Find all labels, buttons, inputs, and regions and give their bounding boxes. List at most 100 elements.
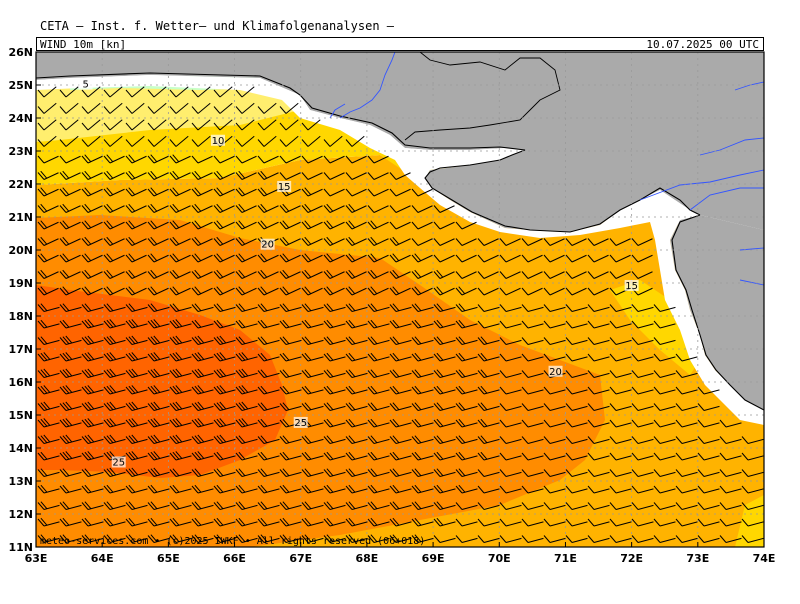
- wind-barb: [59, 385, 82, 395]
- wind-barb: [301, 385, 324, 395]
- wind-barb: [389, 319, 412, 329]
- wind-barb: [59, 335, 82, 345]
- wind-barb: [499, 403, 522, 411]
- wind-barb: [719, 469, 742, 477]
- wind-barb: [433, 435, 456, 444]
- lat-tick-label: 23N: [8, 145, 33, 158]
- wind-barb: [257, 135, 277, 147]
- wind-barb: [587, 353, 610, 362]
- wind-barb: [697, 502, 720, 510]
- wind-barb: [235, 418, 258, 428]
- wind-barb: [389, 468, 412, 477]
- contour-labels: 5 10 15 20 15 20 25 25: [78, 78, 639, 469]
- wind-barb: [103, 352, 126, 362]
- wind-barb: [125, 335, 148, 345]
- wind-barb: [257, 435, 280, 444]
- wind-barb: [455, 303, 478, 312]
- wind-barb: [411, 205, 433, 213]
- wind-barb: [103, 187, 125, 197]
- wind-barb: [499, 485, 522, 494]
- wind-barb: [103, 269, 125, 279]
- wind-barb: [477, 418, 500, 428]
- wind-barb: [367, 155, 389, 164]
- wind-barb: [279, 203, 301, 213]
- wind-barb: [389, 336, 412, 345]
- wind-barb: [697, 436, 720, 444]
- wind-barb: [235, 135, 255, 147]
- wind-barb: [125, 319, 148, 329]
- wind-barb: [147, 385, 170, 395]
- wind-barb: [411, 402, 434, 411]
- wind-barb: [235, 220, 257, 230]
- wind-barb: [499, 353, 522, 362]
- wind-barb: [653, 518, 676, 527]
- wind-barb: [191, 135, 211, 147]
- wind-barb: [521, 254, 543, 263]
- lon-tick-label: 72E: [620, 552, 643, 565]
- wind-barb: [455, 385, 478, 395]
- product-label: WIND_10m_[kn]: [40, 38, 127, 51]
- wind-barb: [587, 436, 610, 444]
- wind-barb: [235, 286, 257, 296]
- wind-barb: [367, 286, 389, 296]
- wind-barb: [323, 172, 345, 180]
- wind-barb: [191, 335, 214, 345]
- wind-barb: [59, 203, 81, 213]
- wind-barb: [345, 336, 368, 345]
- wind-barb: [521, 337, 544, 345]
- wind-barb: [631, 254, 653, 263]
- wind-barb: [147, 203, 169, 213]
- wind-barb: [565, 287, 587, 296]
- wind-barb: [301, 402, 324, 411]
- river-narmada: [639, 169, 764, 201]
- wind-barb: [213, 501, 236, 510]
- wind-barb: [455, 286, 477, 296]
- wind-barb: [81, 352, 104, 362]
- wind-barb: [301, 172, 323, 180]
- wind-barb: [257, 418, 280, 428]
- wind-barb: [125, 203, 147, 213]
- wind-barb: [367, 402, 390, 411]
- contour-label-bg: [624, 279, 639, 291]
- wind-barb: [257, 517, 280, 527]
- wind-barb: [213, 286, 235, 296]
- wind-barb: [59, 501, 82, 510]
- wind-barb: [411, 352, 434, 362]
- wind-barb: [565, 254, 587, 263]
- wind-barb: [367, 205, 389, 213]
- wind-barb: [191, 119, 211, 131]
- wind-barb: [81, 385, 104, 395]
- wind-barb: [235, 468, 258, 477]
- wind-barb: [37, 253, 59, 263]
- wind-barb: [653, 403, 676, 411]
- wind-barb: [499, 469, 522, 477]
- wind-barb: [279, 102, 299, 114]
- wind-barb: [367, 352, 390, 362]
- wind-barb: [103, 303, 126, 312]
- wind-barb: [389, 286, 411, 296]
- wind-barb: [499, 337, 522, 345]
- wind-barb: [169, 534, 192, 543]
- wind-barb: [543, 452, 566, 461]
- lat-tick-label: 22N: [8, 178, 33, 191]
- wind-barb: [587, 485, 610, 494]
- lat-tick-label: 16N: [8, 376, 33, 389]
- wind-barb: [477, 435, 500, 444]
- wind-barb: [631, 271, 653, 279]
- wind-barb: [499, 370, 522, 378]
- wind-barb: [411, 385, 434, 395]
- wind-barb: [631, 403, 654, 411]
- wind-barb: [213, 517, 236, 527]
- wind-barb: [279, 517, 302, 527]
- wind-barb: [323, 369, 346, 378]
- wind-barb: [81, 102, 101, 114]
- wind-barb: [367, 319, 390, 329]
- wind-barb: [741, 469, 764, 477]
- lon-tick-label: 68E: [355, 552, 378, 565]
- wind-barb: [675, 403, 698, 411]
- wind-barbs: [37, 86, 764, 543]
- wind-barb: [323, 352, 346, 362]
- wind-barb: [257, 303, 280, 312]
- wind-barb: [323, 418, 346, 428]
